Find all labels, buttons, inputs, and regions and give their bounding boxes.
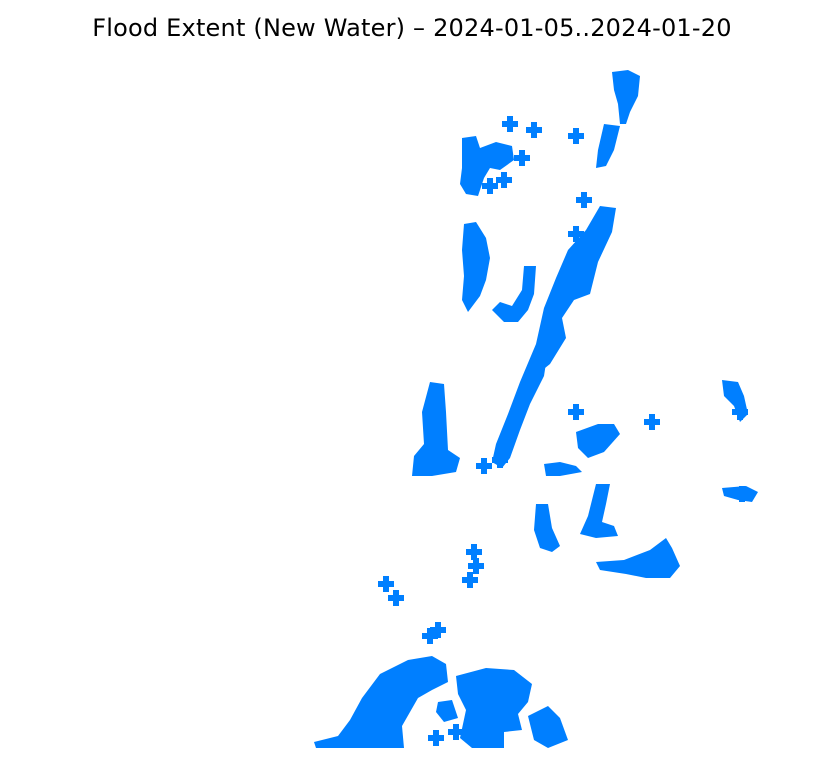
- flood-water-pixel: [430, 622, 446, 638]
- flood-water-patch: [462, 222, 490, 312]
- flood-water-patch: [460, 136, 514, 196]
- flood-water-pixel: [732, 404, 748, 420]
- flood-water-pixel: [482, 178, 498, 194]
- flood-water-patch: [456, 668, 532, 748]
- flood-water-pixel: [568, 404, 584, 420]
- flood-water-layer: [314, 70, 758, 748]
- flood-water-pixel: [514, 150, 530, 166]
- flood-water-pixel: [388, 590, 404, 606]
- flood-water-patch: [576, 424, 620, 458]
- flood-water-patch: [492, 266, 536, 322]
- flood-water-pixel: [462, 572, 478, 588]
- flood-water-patch: [528, 706, 568, 748]
- flood-water-pixel: [502, 116, 518, 132]
- flood-water-pixel: [496, 172, 512, 188]
- flood-water-patch: [534, 504, 560, 552]
- flood-water-patch: [722, 380, 748, 422]
- flood-water-patch: [436, 700, 458, 722]
- flood-water-patch: [580, 484, 618, 538]
- flood-water-patch: [412, 382, 460, 476]
- map-title: Flood Extent (New Water) – 2024-01-05..2…: [92, 14, 732, 42]
- flood-water-patch: [612, 70, 640, 124]
- flood-water-pixel: [568, 226, 584, 242]
- flood-water-pixel: [644, 414, 660, 430]
- flood-water-pixel: [466, 544, 482, 560]
- flood-water-patch: [596, 538, 680, 578]
- flood-water-pixel: [468, 558, 484, 574]
- flood-water-pixel: [422, 628, 438, 644]
- flood-water-pixel: [378, 576, 394, 592]
- flood-water-pixel: [428, 730, 444, 746]
- flood-water-pixel: [476, 458, 492, 474]
- flood-water-pixel: [448, 724, 464, 740]
- flood-water-patch: [314, 656, 448, 748]
- flood-water-patch: [596, 124, 620, 168]
- flood-water-pixel: [576, 192, 592, 208]
- flood-water-pixel: [526, 122, 542, 138]
- flood-water-pixel: [568, 128, 584, 144]
- flood-water-pixel: [492, 452, 508, 468]
- flood-water-patch: [492, 344, 548, 468]
- flood-water-pixel: [734, 486, 750, 502]
- flood-water-patch: [544, 462, 582, 476]
- flood-water-pixel: [400, 686, 416, 702]
- flood-water-patch: [536, 206, 616, 372]
